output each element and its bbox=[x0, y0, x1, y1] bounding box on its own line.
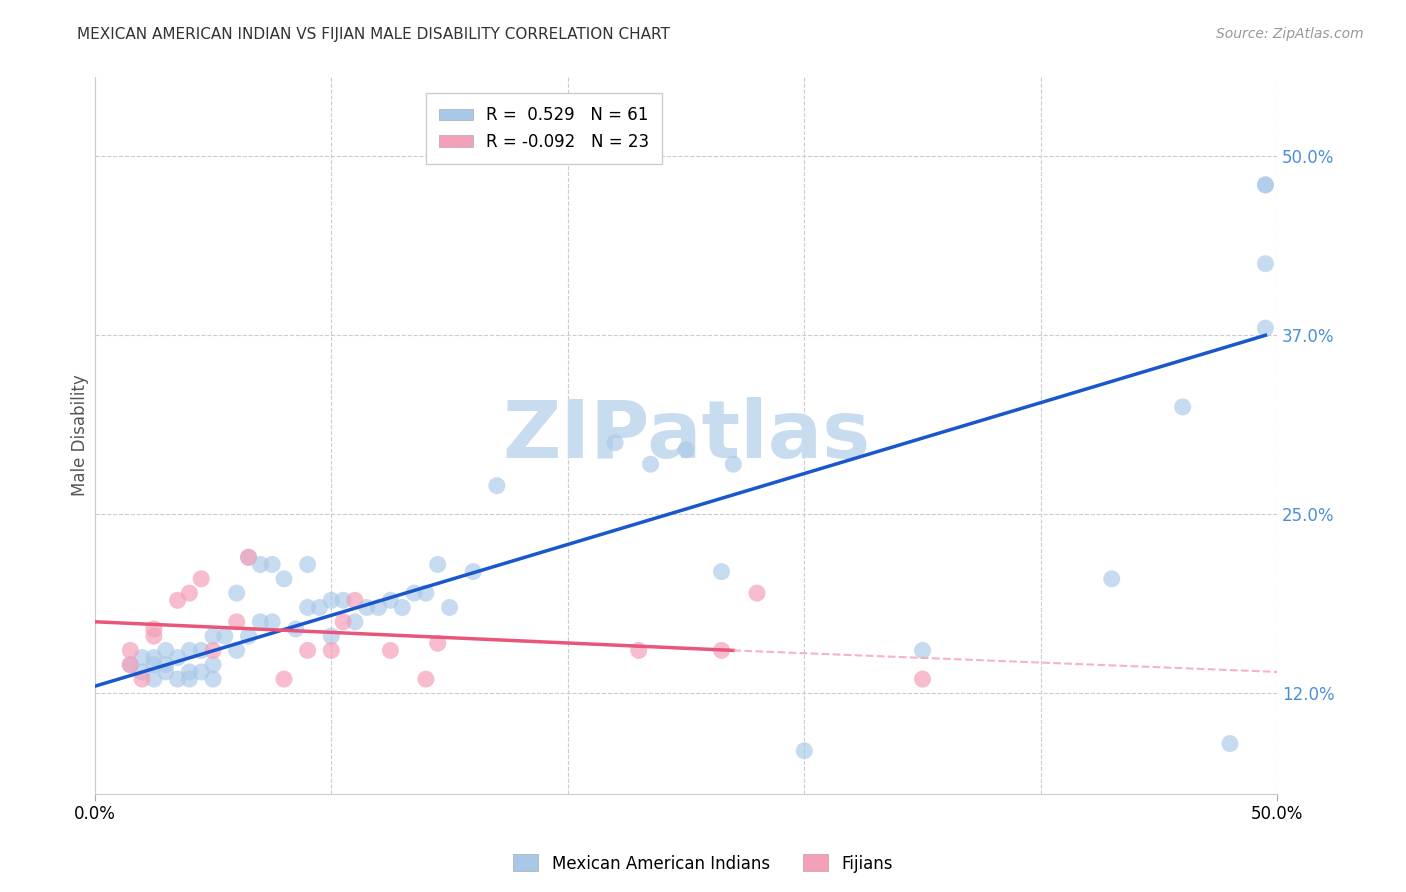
Point bbox=[120, 657, 142, 672]
Point bbox=[426, 558, 449, 572]
Point bbox=[439, 600, 461, 615]
Point bbox=[415, 672, 437, 686]
Point bbox=[402, 586, 425, 600]
Point bbox=[142, 629, 165, 643]
Point bbox=[214, 629, 236, 643]
Point bbox=[166, 593, 188, 607]
Point bbox=[1254, 321, 1277, 335]
Point bbox=[793, 744, 815, 758]
Point bbox=[297, 558, 319, 572]
Point bbox=[166, 672, 188, 686]
Point bbox=[343, 593, 366, 607]
Point bbox=[120, 657, 142, 672]
Point bbox=[343, 615, 366, 629]
Point bbox=[380, 643, 402, 657]
Point bbox=[225, 586, 247, 600]
Point bbox=[155, 657, 177, 672]
Point bbox=[380, 593, 402, 607]
Point bbox=[710, 643, 733, 657]
Point bbox=[332, 593, 354, 607]
Point bbox=[603, 435, 626, 450]
Point bbox=[131, 650, 153, 665]
Point bbox=[179, 665, 201, 679]
Point bbox=[131, 665, 153, 679]
Legend: R =  0.529   N = 61, R = -0.092   N = 23: R = 0.529 N = 61, R = -0.092 N = 23 bbox=[426, 93, 662, 164]
Point bbox=[463, 565, 485, 579]
Point bbox=[321, 643, 343, 657]
Point bbox=[1101, 572, 1123, 586]
Point bbox=[321, 593, 343, 607]
Point bbox=[356, 600, 378, 615]
Point bbox=[640, 457, 662, 471]
Point bbox=[332, 615, 354, 629]
Point bbox=[297, 600, 319, 615]
Point bbox=[190, 665, 212, 679]
Point bbox=[190, 572, 212, 586]
Y-axis label: Male Disability: Male Disability bbox=[72, 375, 89, 497]
Point bbox=[142, 672, 165, 686]
Point bbox=[1254, 257, 1277, 271]
Point bbox=[142, 657, 165, 672]
Point bbox=[262, 558, 284, 572]
Point bbox=[202, 657, 225, 672]
Point bbox=[710, 565, 733, 579]
Point bbox=[190, 643, 212, 657]
Point bbox=[273, 572, 295, 586]
Point bbox=[1254, 178, 1277, 192]
Point bbox=[1254, 178, 1277, 192]
Point bbox=[367, 600, 389, 615]
Point bbox=[155, 665, 177, 679]
Point bbox=[391, 600, 413, 615]
Point bbox=[627, 643, 650, 657]
Point bbox=[675, 442, 697, 457]
Point bbox=[249, 615, 271, 629]
Point bbox=[321, 629, 343, 643]
Point bbox=[426, 636, 449, 650]
Point bbox=[166, 650, 188, 665]
Point bbox=[249, 558, 271, 572]
Point bbox=[415, 586, 437, 600]
Point bbox=[225, 615, 247, 629]
Point bbox=[202, 672, 225, 686]
Point bbox=[238, 550, 260, 565]
Point bbox=[308, 600, 330, 615]
Point bbox=[238, 550, 260, 565]
Point bbox=[238, 629, 260, 643]
Point bbox=[284, 622, 307, 636]
Point bbox=[202, 643, 225, 657]
Text: Source: ZipAtlas.com: Source: ZipAtlas.com bbox=[1216, 27, 1364, 41]
Point bbox=[202, 629, 225, 643]
Point bbox=[179, 672, 201, 686]
Point bbox=[225, 643, 247, 657]
Point bbox=[1171, 400, 1194, 414]
Point bbox=[131, 672, 153, 686]
Point bbox=[179, 643, 201, 657]
Legend: Mexican American Indians, Fijians: Mexican American Indians, Fijians bbox=[506, 847, 900, 880]
Point bbox=[745, 586, 768, 600]
Point bbox=[273, 672, 295, 686]
Point bbox=[297, 643, 319, 657]
Point bbox=[723, 457, 745, 471]
Point bbox=[155, 643, 177, 657]
Point bbox=[911, 643, 934, 657]
Point bbox=[142, 650, 165, 665]
Point bbox=[179, 586, 201, 600]
Text: MEXICAN AMERICAN INDIAN VS FIJIAN MALE DISABILITY CORRELATION CHART: MEXICAN AMERICAN INDIAN VS FIJIAN MALE D… bbox=[77, 27, 671, 42]
Point bbox=[120, 643, 142, 657]
Point bbox=[262, 615, 284, 629]
Point bbox=[142, 622, 165, 636]
Text: ZIPatlas: ZIPatlas bbox=[502, 397, 870, 475]
Point bbox=[485, 478, 508, 492]
Point bbox=[1219, 737, 1241, 751]
Point bbox=[911, 672, 934, 686]
